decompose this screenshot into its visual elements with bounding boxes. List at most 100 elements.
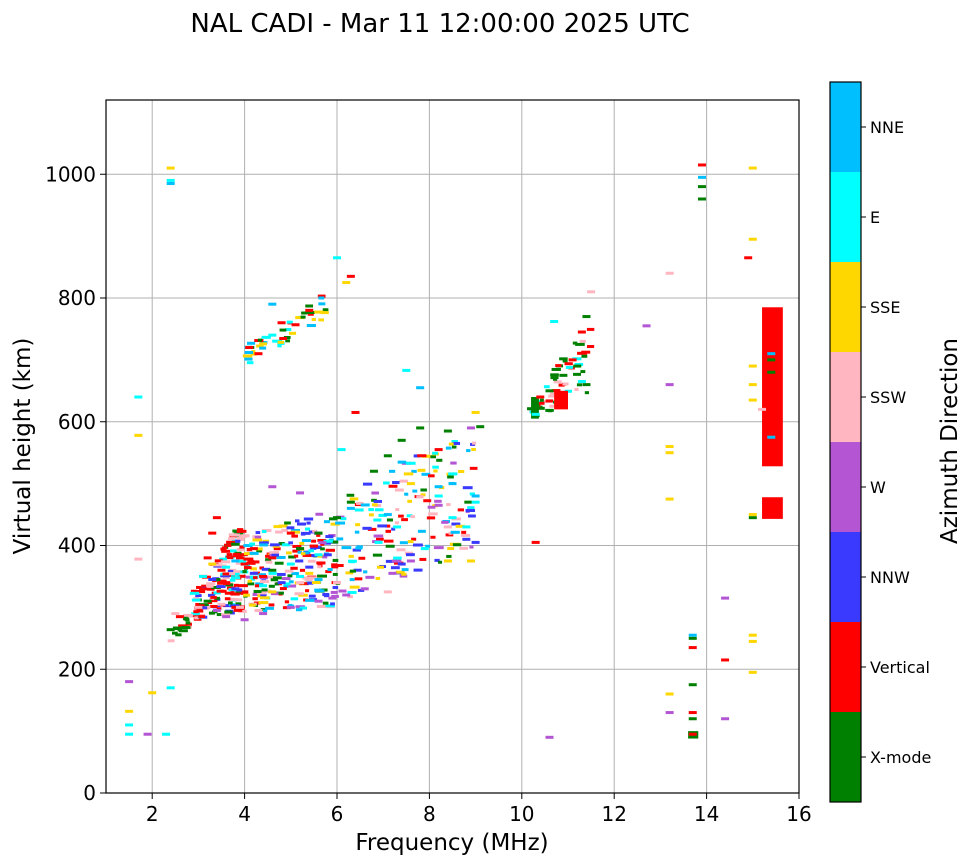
trace-segment xyxy=(331,594,339,598)
trace-segment xyxy=(302,553,313,557)
data-point-nnw xyxy=(249,571,258,575)
trace-segment xyxy=(196,609,204,613)
trace-segment xyxy=(551,367,561,371)
trace-segment xyxy=(302,576,312,580)
data-point-nnw xyxy=(397,562,406,566)
colorbar-label: SSE xyxy=(870,298,900,317)
trace-segment xyxy=(266,575,276,579)
trace-segment xyxy=(239,545,245,549)
trace-segment xyxy=(300,532,306,536)
trace-segment xyxy=(224,591,234,595)
trace-segment xyxy=(309,544,318,548)
trace-segment xyxy=(248,561,255,565)
data-point-sse xyxy=(268,590,277,594)
trace-segment xyxy=(450,461,457,465)
trace-segment xyxy=(305,304,314,308)
trace-segment xyxy=(385,524,391,528)
trace-segment xyxy=(452,441,461,445)
data-point-x-mode xyxy=(582,383,591,387)
trace-segment xyxy=(227,569,234,573)
x-tick-label: 14 xyxy=(694,802,719,826)
trace-segment xyxy=(206,582,216,586)
trace-segment xyxy=(172,626,182,630)
x-tick-label: 2 xyxy=(146,802,159,826)
data-point-vertical xyxy=(688,711,697,715)
data-point-e xyxy=(471,500,480,504)
trace-segment xyxy=(193,610,199,614)
data-point-w xyxy=(342,593,351,597)
data-point-e xyxy=(333,256,341,260)
trace-segment xyxy=(195,590,206,594)
trace-segment xyxy=(243,566,252,570)
data-point-x-mode xyxy=(688,636,697,640)
trace-segment xyxy=(311,581,321,585)
data-point-sse xyxy=(748,513,757,517)
trace-segment xyxy=(325,548,335,552)
data-point-e xyxy=(393,525,402,529)
data-point-vertical xyxy=(554,401,563,405)
trace-segment xyxy=(362,482,373,486)
trace-segment xyxy=(190,614,198,618)
trace-segment xyxy=(420,493,426,497)
trace-segment xyxy=(295,316,305,320)
trace-segment xyxy=(230,572,240,576)
trace-segment xyxy=(385,529,391,533)
trace-segment xyxy=(375,537,384,541)
trace-segment xyxy=(433,546,444,550)
data-point-vertical xyxy=(235,556,244,560)
data-point-w xyxy=(240,618,249,622)
data-point-ssw xyxy=(171,612,180,616)
trace-segment xyxy=(332,558,339,562)
trace-segment xyxy=(360,503,370,507)
trace-segment xyxy=(290,566,298,570)
trace-segment xyxy=(220,574,230,578)
trace-segment xyxy=(181,626,191,630)
trace-segment xyxy=(232,529,238,533)
trace-segment xyxy=(584,391,590,395)
trace-segment xyxy=(244,351,254,355)
trace-segment xyxy=(259,596,270,600)
data-point-w xyxy=(286,605,295,609)
trace-segment xyxy=(260,593,267,597)
trace-segment xyxy=(246,361,254,365)
trace-segment xyxy=(243,544,253,548)
data-point-x-mode xyxy=(573,364,582,368)
trace-segment xyxy=(252,597,258,601)
trace-segment xyxy=(308,549,315,553)
data-point-vertical xyxy=(744,256,753,260)
trace-segment xyxy=(307,312,314,316)
trace-segment xyxy=(316,561,326,565)
trace-segment xyxy=(316,604,327,608)
data-point-x-mode xyxy=(688,683,697,687)
trace-segment xyxy=(210,595,217,599)
trace-segment xyxy=(214,559,223,563)
trace-segment xyxy=(305,598,315,602)
trace-segment xyxy=(227,601,233,605)
trace-segment xyxy=(226,540,236,544)
trace-segment xyxy=(178,629,188,633)
data-point-sse xyxy=(166,166,175,170)
trace-segment xyxy=(451,522,461,526)
trace-segment xyxy=(227,537,236,541)
x-tick-label: 10 xyxy=(509,802,534,826)
trace-segment xyxy=(373,499,382,503)
data-point-sse xyxy=(208,562,217,566)
trace-segment xyxy=(559,357,568,361)
trace-segment xyxy=(251,350,256,354)
trace-segment xyxy=(294,554,299,558)
data-point-vertical xyxy=(268,556,277,560)
trace-segment xyxy=(581,354,588,358)
trace-segment xyxy=(172,631,178,635)
trace-segment xyxy=(299,541,305,545)
colorbar-swatch xyxy=(830,172,861,262)
data-point-sse xyxy=(342,281,351,285)
trace-segment xyxy=(274,561,284,565)
trace-segment xyxy=(469,545,474,549)
trace-segment xyxy=(437,560,443,564)
trace-segment xyxy=(331,540,339,544)
trace-segment xyxy=(250,352,257,356)
trace-segment xyxy=(246,550,253,554)
trace-segment xyxy=(220,589,227,593)
trace-segment xyxy=(325,570,332,574)
trace-segment xyxy=(368,508,374,512)
